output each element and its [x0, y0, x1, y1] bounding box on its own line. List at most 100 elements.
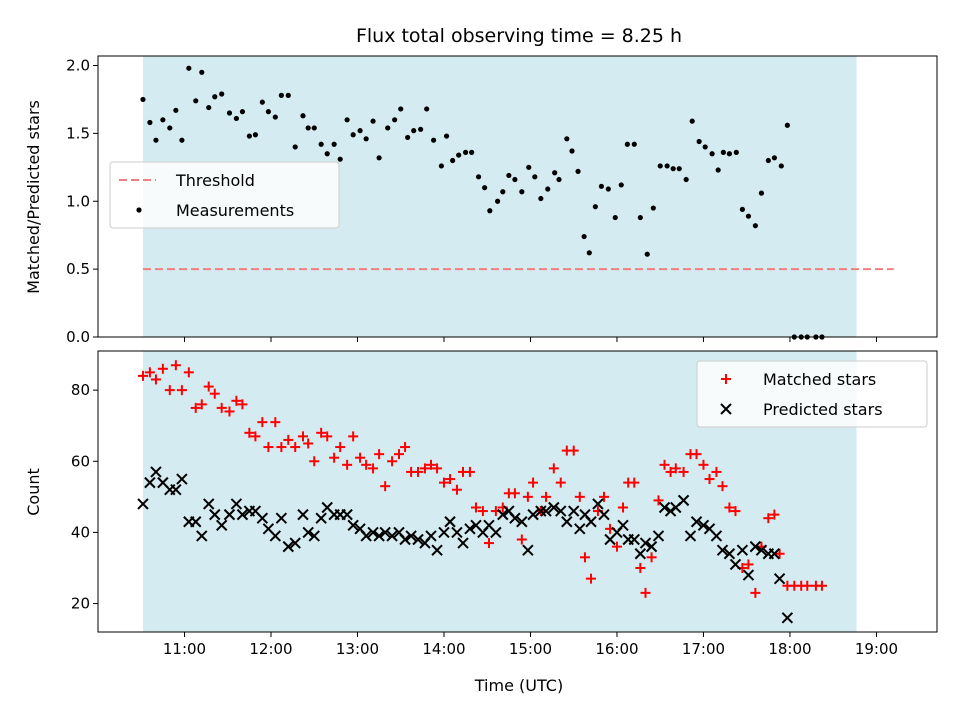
- x-stroke: [451, 526, 463, 539]
- legend-box: [696, 360, 928, 428]
- matched-stars-point: [477, 506, 488, 517]
- bottom-y-axis-label: Count: [24, 468, 43, 516]
- matched-stars-point: [579, 552, 590, 563]
- matched-stars-point: [646, 552, 657, 563]
- predicted-stars-point: [773, 572, 786, 585]
- matched-stars-point: [303, 438, 314, 449]
- matched-stars-point: [413, 466, 424, 477]
- top-y-axis-label: Matched/Predicted stars: [24, 100, 43, 294]
- measurement-point: [745, 213, 752, 219]
- predicted-stars-point: [516, 516, 528, 528]
- measurement-point: [160, 117, 166, 123]
- x-stroke: [710, 530, 723, 542]
- predicted-stars-point: [215, 519, 228, 531]
- matched-stars-point: [774, 548, 785, 559]
- x-stroke: [196, 530, 208, 542]
- matched-stars-point: [711, 466, 722, 477]
- x-stroke: [639, 537, 652, 549]
- measurement-point: [532, 174, 538, 180]
- x-stroke: [773, 572, 786, 585]
- x-stroke: [652, 530, 665, 542]
- predicted-stars-point: [645, 540, 658, 553]
- measurement-point: [239, 109, 246, 115]
- x-tick-label: 19:00: [855, 640, 898, 658]
- predicted-stars-point: [379, 526, 391, 539]
- predicted-stars-point: [170, 484, 182, 496]
- predicted-stars-point: [236, 508, 249, 521]
- predicted-stars-point: [628, 533, 640, 546]
- y-tick-label: 2.0: [66, 57, 90, 75]
- matched-stars-point: [724, 502, 735, 513]
- predicted-stars-point: [399, 533, 411, 546]
- x-stroke: [535, 505, 547, 517]
- measurement-point: [624, 141, 630, 147]
- x-stroke: [302, 526, 314, 539]
- x-tick-label: 15:00: [509, 640, 552, 658]
- predicted-stars-point: [223, 508, 236, 521]
- x-stroke: [341, 508, 353, 521]
- measurement-point: [392, 117, 398, 123]
- measurement-point: [733, 149, 739, 155]
- matched-stars-point: [698, 459, 709, 470]
- y-tick-label: 0.0: [66, 328, 90, 346]
- x-stroke: [723, 548, 736, 560]
- x-stroke: [464, 523, 476, 535]
- matched-stars-point: [190, 402, 201, 413]
- x-stroke: [144, 476, 156, 489]
- measurement-point: [752, 223, 758, 229]
- predicted-stars-point: [451, 526, 463, 539]
- predicted-stars-point: [347, 519, 359, 531]
- x-stroke: [289, 537, 301, 549]
- matched-stars-point: [270, 417, 281, 428]
- predicted-stars-point: [203, 498, 215, 510]
- predicted-stars-point: [768, 548, 781, 560]
- predicted-stars-point: [176, 473, 188, 485]
- measurement-point: [598, 183, 605, 189]
- predicted-stars-point: [308, 530, 320, 542]
- matched-stars-point: [555, 477, 566, 488]
- predicted-stars-point: [412, 533, 424, 546]
- x-tick-label: 17:00: [682, 640, 725, 658]
- predicted-stars-point: [490, 526, 502, 539]
- predicted-stars-point: [315, 512, 327, 524]
- predicted-stars-point: [509, 512, 521, 524]
- matched-stars-point: [329, 452, 340, 463]
- matched-stars-point: [586, 573, 597, 584]
- matched-stars-point: [297, 431, 308, 442]
- predicted-stars-point: [555, 505, 567, 517]
- x-stroke: [579, 508, 591, 521]
- measurement-point: [456, 152, 462, 158]
- x-stroke: [703, 523, 716, 535]
- predicted-stars-point: [585, 516, 597, 528]
- matched-stars-point: [717, 481, 728, 492]
- predicted-stars-point: [742, 569, 755, 581]
- x-stroke: [645, 540, 658, 553]
- matched-stars-point: [322, 431, 333, 442]
- predicted-stars-point: [386, 530, 398, 542]
- x-stroke: [690, 516, 703, 528]
- x-stroke: [729, 558, 742, 571]
- y-tick-label: 60: [71, 452, 90, 470]
- measurement-point: [363, 136, 369, 142]
- matched-stars-point: [464, 466, 475, 477]
- x-stroke: [321, 501, 333, 514]
- measurement-point: [179, 137, 185, 143]
- measurement-point: [575, 168, 581, 174]
- measurement-point: [739, 206, 745, 212]
- predicted-stars-point: [755, 544, 768, 556]
- matched-stars-point: [342, 459, 353, 470]
- x-stroke: [716, 544, 729, 556]
- matched-stars-point: [802, 580, 813, 591]
- x-tick-label: 13:00: [336, 640, 379, 658]
- matched-stars-point: [678, 466, 689, 477]
- x-stroke: [585, 516, 597, 528]
- predicted-stars-point: [150, 466, 162, 478]
- x-stroke: [308, 530, 320, 542]
- x-stroke: [431, 544, 443, 556]
- matched-stars-point: [769, 509, 780, 520]
- x-stroke: [360, 530, 372, 542]
- measurement-point: [469, 149, 475, 155]
- predicted-stars-point: [405, 530, 417, 542]
- measurement-point: [424, 106, 430, 112]
- matched-stars-point: [203, 381, 214, 392]
